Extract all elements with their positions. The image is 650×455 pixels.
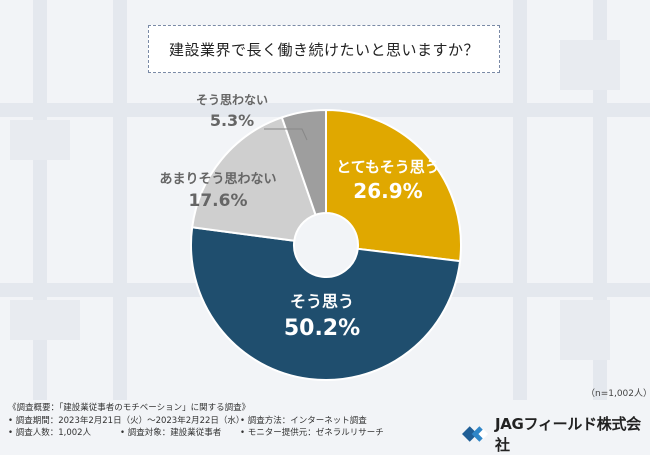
slice-very-much <box>325 108 462 263</box>
footer-target: • 調査対象：建設業従事者 <box>120 428 222 438</box>
category-label: とてもそう思う <box>336 158 440 176</box>
brand-name: JAGフィールド株式会社 <box>494 415 641 454</box>
footer-title: 《調査概要：「建設業従事者のモチベーション」に関する調査》 <box>8 403 251 413</box>
category-label: そう思う <box>290 292 354 311</box>
brand-logo: JAGフィールド株式会社 <box>462 413 650 455</box>
value-label: 5.3% <box>210 111 254 130</box>
sample-size: （n=1,002人） <box>586 389 650 399</box>
footer-method: • 調査方法：インターネット調査 <box>240 415 367 426</box>
footer-provider: • モニター提供元：ゼネラルリサーチ <box>240 428 384 438</box>
slice-not-much <box>191 116 317 242</box>
slice-disagree <box>280 108 327 217</box>
donut-chart: とてもそう思う 26.9% そう思う 50.2% あまりそう思わない 17.6% そう思わな… <box>159 93 462 381</box>
question-text: 建設業界で長く働き続けたいと思いますか？ <box>168 40 479 59</box>
survey-footer: 《調査概要：「建設業従事者のモチベーション」に関する調査》 • 調査期間：202… <box>8 402 384 440</box>
value-label: 17.6% <box>189 191 248 211</box>
footer-count: • 調査人数：1,002人 <box>8 428 92 438</box>
slice-agree <box>190 226 462 381</box>
value-label: 26.9% <box>353 179 422 203</box>
jag-logo-icon <box>462 426 489 442</box>
leader-line <box>264 128 308 141</box>
question-box: 建設業界で長く働き続けたいと思いますか？ <box>148 25 500 73</box>
footer-period: • 調査期間：2023年2月21日（火）～2023年2月22日（水） <box>8 415 245 426</box>
value-label: 50.2% <box>284 316 360 341</box>
category-label: そう思わない <box>196 93 268 107</box>
category-label: あまりそう思わない <box>159 172 276 187</box>
